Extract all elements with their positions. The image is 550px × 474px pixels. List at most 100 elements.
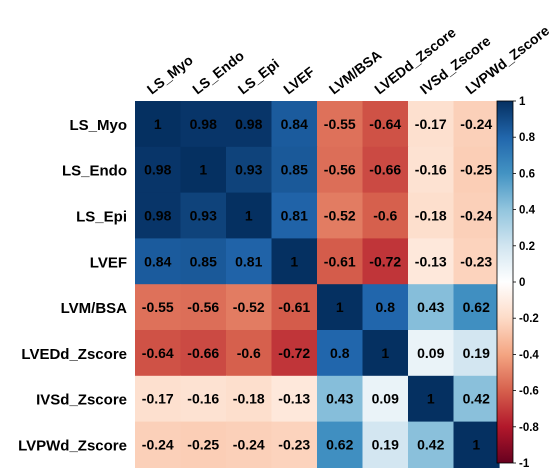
cell-value-label: -0.66 — [369, 162, 401, 178]
cell-value-label: 0.09 — [417, 345, 444, 361]
colorbar: 1 0.8 0.6 0.4 0.2 0 -0.2 -0.4 -0.6 -0.8 -1 — [496, 96, 539, 470]
cell-value-label: -0.18 — [233, 391, 265, 407]
cell-value-label: -0.52 — [324, 208, 356, 224]
heatmap-cell-lvef-lvpwd-zscore — [453, 238, 500, 285]
cell-value-label: 1 — [472, 437, 480, 453]
cell-value-label: -0.16 — [187, 391, 219, 407]
heatmap-cell-lvedd-zscore-lvedd-zscore — [362, 330, 409, 377]
cell-value-label: -0.24 — [460, 116, 492, 132]
heatmap-cell-ls-myo-lvef — [271, 101, 318, 148]
cell-value-label: 0.43 — [417, 299, 444, 315]
cell-value-label: -0.61 — [278, 299, 310, 315]
heatmap-cell-ivsd-zscore-ivsd-zscore — [408, 375, 455, 423]
row-label-ls-endo: LS_Endo — [62, 163, 127, 180]
cell-value-label: 0.19 — [463, 345, 490, 361]
heatmap-cell-ivsd-zscore-lvpwd-zscore — [453, 375, 500, 423]
cell-value-label: 0.62 — [463, 299, 490, 315]
row-label-ls-epi: LS_Epi — [76, 209, 127, 226]
column-label-lvpwd-zscore: LVPWd_Zscore — [462, 22, 550, 97]
heatmap-cell-ivsd-zscore-ls-myo — [135, 375, 182, 423]
cell-value-label: -0.66 — [187, 345, 219, 361]
row-label-lvpwd-zscore: LVPWd_Zscore — [18, 438, 127, 455]
cell-value-label: 1 — [154, 116, 162, 132]
heatmap-cell-labels: 1 0.98 0.98 0.84 -0.55 -0.64 -0.17 -0.24 0.98 1 0.… — [142, 116, 493, 453]
row-label-lvef: LVEF — [90, 254, 127, 271]
cell-value-label: 1 — [336, 299, 344, 315]
cell-value-label: -0.24 — [142, 437, 174, 453]
heatmap-cell-ls-epi-ls-epi — [226, 192, 273, 239]
heatmap-cell-ls-endo-lvedd-zscore — [362, 146, 409, 194]
heatmap-cells — [135, 101, 500, 468]
heatmap-cell-lvm-bsa-lvpwd-zscore — [453, 284, 500, 331]
cell-value-label: -0.17 — [142, 391, 174, 407]
cell-value-label: -0.24 — [233, 437, 265, 453]
heatmap-cell-ls-epi-lvedd-zscore — [362, 192, 409, 239]
cell-value-label: 0.8 — [330, 345, 350, 361]
heatmap-cell-lvm-bsa-ls-myo — [135, 284, 182, 331]
cell-value-label: -0.25 — [460, 162, 492, 178]
heatmap-cell-lvpwd-zscore-ls-epi — [226, 421, 273, 468]
heatmap-cell-lvpwd-zscore-lvef — [271, 421, 318, 468]
heatmap-cell-lvm-bsa-lvedd-zscore — [362, 284, 409, 331]
heatmap-cell-ls-myo-ls-endo — [180, 101, 227, 148]
row-label-lvm-bsa: LVM/BSA — [61, 300, 128, 317]
heatmap-cell-ls-endo-ivsd-zscore — [408, 146, 455, 194]
heatmap-cell-lvpwd-zscore-ls-myo — [135, 421, 182, 468]
cell-value-label: 0.81 — [281, 208, 308, 224]
colorbar-tick-label: 0.2 — [519, 241, 535, 253]
cell-value-label: 1 — [199, 162, 207, 178]
heatmap-cell-ls-myo-lvedd-zscore — [362, 101, 409, 148]
cell-value-label: -0.16 — [415, 162, 447, 178]
colorbar-tick-label: 0.8 — [519, 132, 536, 144]
heatmap-cell-ls-myo-ivsd-zscore — [408, 101, 455, 148]
heatmap-cell-ls-epi-ls-myo — [135, 192, 182, 239]
cell-value-label: 0.98 — [235, 116, 262, 132]
heatmap-cell-lvef-lvedd-zscore — [362, 238, 409, 285]
heatmap-cell-ls-endo-ls-epi — [226, 146, 273, 194]
heatmap-cell-ls-myo-lvpwd-zscore — [453, 101, 500, 148]
heatmap-cell-ls-epi-lvm-bsa — [317, 192, 364, 239]
cell-value-label: -0.13 — [415, 253, 447, 269]
cell-value-label: 0.09 — [372, 391, 399, 407]
colorbar-tick-label: -0.6 — [519, 386, 539, 398]
cell-value-label: -0.52 — [233, 299, 265, 315]
cell-value-label: -0.56 — [187, 299, 219, 315]
colorbar-gradient — [496, 100, 514, 464]
column-label-lvef: LVEF — [280, 63, 318, 97]
heatmap-cell-lvedd-zscore-ls-endo — [180, 330, 227, 377]
cell-value-label: -0.64 — [369, 116, 401, 132]
cell-value-label: 1 — [427, 391, 435, 407]
cell-value-label: 0.85 — [281, 162, 308, 178]
cell-value-label: 0.85 — [190, 253, 217, 269]
heatmap-cell-ls-epi-ls-endo — [180, 192, 227, 239]
colorbar-tick-label: 0.4 — [519, 205, 536, 217]
heatmap-cell-lvm-bsa-ls-epi — [226, 284, 273, 331]
heatmap-cell-lvpwd-zscore-lvedd-zscore — [362, 421, 409, 468]
cell-value-label: -0.23 — [460, 253, 492, 269]
heatmap-cell-lvedd-zscore-ls-myo — [135, 330, 182, 377]
heatmap-cell-ls-epi-lvpwd-zscore — [453, 192, 500, 239]
cell-value-label: 1 — [245, 208, 253, 224]
heatmap-cell-lvpwd-zscore-ls-endo — [180, 421, 227, 468]
heatmap-cell-ivsd-zscore-ls-endo — [180, 375, 227, 423]
heatmap-cell-lvm-bsa-lvm-bsa — [317, 284, 364, 331]
row-label-lvedd-zscore: LVEDd_Zscore — [21, 346, 127, 363]
cell-value-label: 0.98 — [190, 116, 217, 132]
colorbar-tick-label: 0 — [519, 277, 525, 289]
cell-value-label: -0.25 — [187, 437, 219, 453]
heatmap-cell-ls-myo-ls-epi — [226, 101, 273, 148]
heatmap-cell-ls-myo-lvm-bsa — [317, 101, 364, 148]
heatmap-cell-lvedd-zscore-ivsd-zscore — [408, 330, 455, 377]
cell-value-label: 1 — [381, 345, 389, 361]
cell-value-label: -0.24 — [460, 208, 492, 224]
heatmap-cell-lvedd-zscore-lvm-bsa — [317, 330, 364, 377]
heatmap-cell-lvedd-zscore-lvpwd-zscore — [453, 330, 500, 377]
heatmap-cell-ivsd-zscore-lvedd-zscore — [362, 375, 409, 423]
colorbar-tick-label: 1 — [519, 96, 526, 108]
colorbar-tick-label: -0.8 — [519, 422, 539, 434]
cell-value-label: 0.62 — [326, 437, 353, 453]
heatmap-cell-ls-myo-ls-myo — [135, 101, 182, 148]
cell-value-label: 0.42 — [463, 391, 490, 407]
